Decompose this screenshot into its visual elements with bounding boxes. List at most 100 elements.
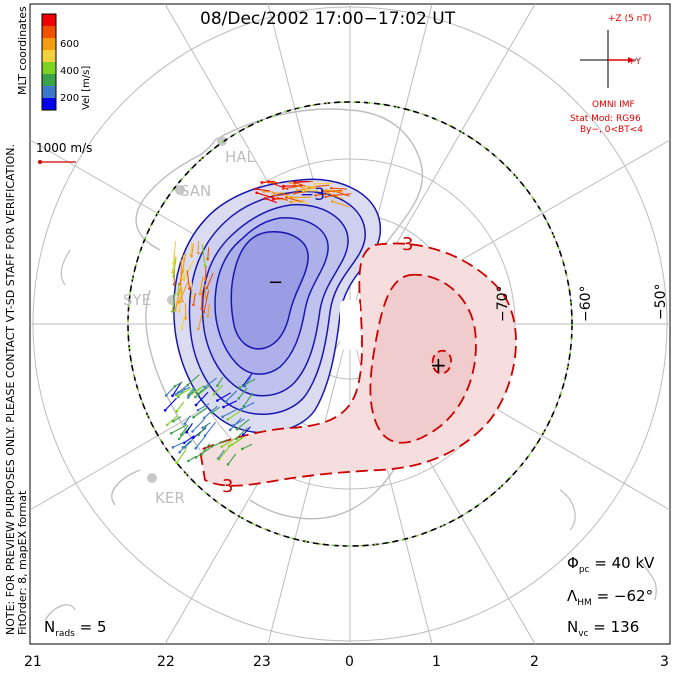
- velocity-vector: [192, 418, 205, 432]
- velocity-vector: [186, 270, 191, 289]
- velocity-vector: [286, 196, 302, 203]
- velocity-vector: [172, 416, 182, 422]
- velocity-vector: [213, 384, 223, 395]
- velocity-vector-origin: [206, 257, 210, 261]
- colorbar-label: Vel [m/s]: [81, 66, 92, 110]
- colorbar-tick-400: 400: [60, 66, 79, 77]
- velocity-vector: [181, 315, 186, 329]
- velocity-vector-origin: [175, 461, 178, 465]
- velocity-vector-origin: [226, 463, 230, 466]
- velocity-vector: [198, 384, 211, 395]
- imf-model: Stat Mod: RG96: [570, 114, 641, 124]
- velocity-vector-origin: [166, 423, 169, 427]
- velocity-vector: [216, 376, 224, 386]
- velocity-vector-origin: [179, 433, 183, 436]
- phi-pc-sub: pc: [578, 565, 590, 575]
- velocity-colorbar: [41, 13, 57, 111]
- velocity-vector-origin: [202, 310, 206, 314]
- velocity-vector-origin: [234, 437, 238, 441]
- velocity-vector: [190, 241, 193, 255]
- velocity-vector-origin: [181, 299, 184, 303]
- velocity-vector-origin: [187, 396, 190, 399]
- velocity-vector-origin: [177, 437, 181, 441]
- velocity-vector: [325, 189, 344, 193]
- velocity-vector-origin: [324, 188, 328, 192]
- velocity-vector-origin: [237, 397, 240, 400]
- velocity-vector-origin: [171, 446, 175, 449]
- nrads-symbol: N: [44, 618, 56, 636]
- velocity-vector-origin: [177, 300, 181, 304]
- velocity-vector-origin: [169, 431, 173, 435]
- velocity-vector-origin: [175, 410, 179, 413]
- map-title: 08/Dec/2002 17:00−17:02 UT: [200, 9, 456, 29]
- velocity-vector-origin: [172, 275, 175, 278]
- velocity-vector-origin: [238, 386, 241, 389]
- velocity-vector: [201, 290, 203, 309]
- velocity-vector: [187, 386, 195, 396]
- phi-pc-symbol: Φ: [567, 554, 579, 572]
- mlt-label-3: 3: [660, 654, 669, 670]
- velocity-vector: [217, 392, 231, 402]
- colorbar-segment: [42, 74, 56, 87]
- velocity-vector-origin: [164, 394, 168, 397]
- nvc-sub: vc: [578, 629, 589, 639]
- velocity-vector: [334, 193, 352, 197]
- velocity-vector-origin: [197, 327, 200, 331]
- station-sye: SYE: [123, 291, 151, 309]
- velocity-vector: [171, 255, 176, 273]
- velocity-vector: [233, 418, 245, 426]
- velocity-vector: [172, 240, 177, 264]
- velocity-vector: [195, 435, 207, 449]
- velocity-vector-origin: [192, 303, 195, 307]
- velocity-vector: [223, 400, 238, 408]
- velocity-vector: [190, 281, 193, 298]
- velocity-vector-origin: [239, 407, 243, 411]
- velocity-vector-origin: [178, 450, 181, 454]
- colorbar-tick-200: 200: [60, 93, 79, 104]
- velocity-vector-origin: [255, 191, 258, 195]
- velocity-vector-origin: [172, 283, 176, 286]
- velocity-vector: [176, 401, 185, 412]
- velocity-vector: [184, 415, 191, 424]
- velocity-vector: [228, 438, 243, 447]
- velocity-vector: [236, 418, 250, 430]
- velocity-vector: [181, 253, 187, 272]
- velocity-vector: [238, 387, 248, 399]
- velocity-vector-origin: [197, 392, 200, 396]
- velocity-vector-origin: [227, 444, 231, 448]
- velocity-vector: [175, 386, 191, 396]
- velocity-vector-origin: [216, 399, 219, 402]
- velocity-vector: [227, 410, 242, 420]
- velocity-vector-origin: [228, 428, 232, 432]
- velocity-vector: [204, 421, 217, 436]
- velocity-vector-origin: [313, 182, 316, 186]
- colorbar-segment: [42, 62, 56, 75]
- velocity-vector-origin: [212, 393, 216, 396]
- velocity-vector-origin: [171, 310, 174, 313]
- velocity-vector: [211, 439, 228, 448]
- velocity-vector: [273, 197, 284, 200]
- scale-vector-label: 1000 m/s: [36, 141, 92, 155]
- velocity-vector: [314, 182, 333, 185]
- velocity-vector-origin: [187, 459, 190, 463]
- colorbar-tick-600: 600: [60, 39, 79, 50]
- velocity-vector-origin: [203, 264, 207, 267]
- velocity-vector: [187, 388, 196, 398]
- velocity-vector-origin: [254, 187, 257, 191]
- velocity-vector: [172, 257, 177, 277]
- coastline-antarctica: [111, 108, 424, 520]
- velocity-vector: [198, 424, 208, 436]
- velocity-vector-origin: [191, 430, 194, 433]
- velocity-vector: [179, 440, 191, 453]
- lambda-hm-value: = −62°: [596, 587, 654, 605]
- negative-contour-5: [230, 231, 309, 350]
- velocity-vector: [192, 292, 196, 305]
- velocity-vector: [261, 180, 275, 184]
- velocity-vector: [180, 425, 189, 435]
- lat-label-60: −60°: [578, 285, 594, 322]
- mlt-label-1: 1: [432, 654, 441, 670]
- velocity-vector: [197, 314, 203, 330]
- scale-vector-origin: [38, 160, 42, 164]
- velocity-vector-origin: [192, 436, 195, 439]
